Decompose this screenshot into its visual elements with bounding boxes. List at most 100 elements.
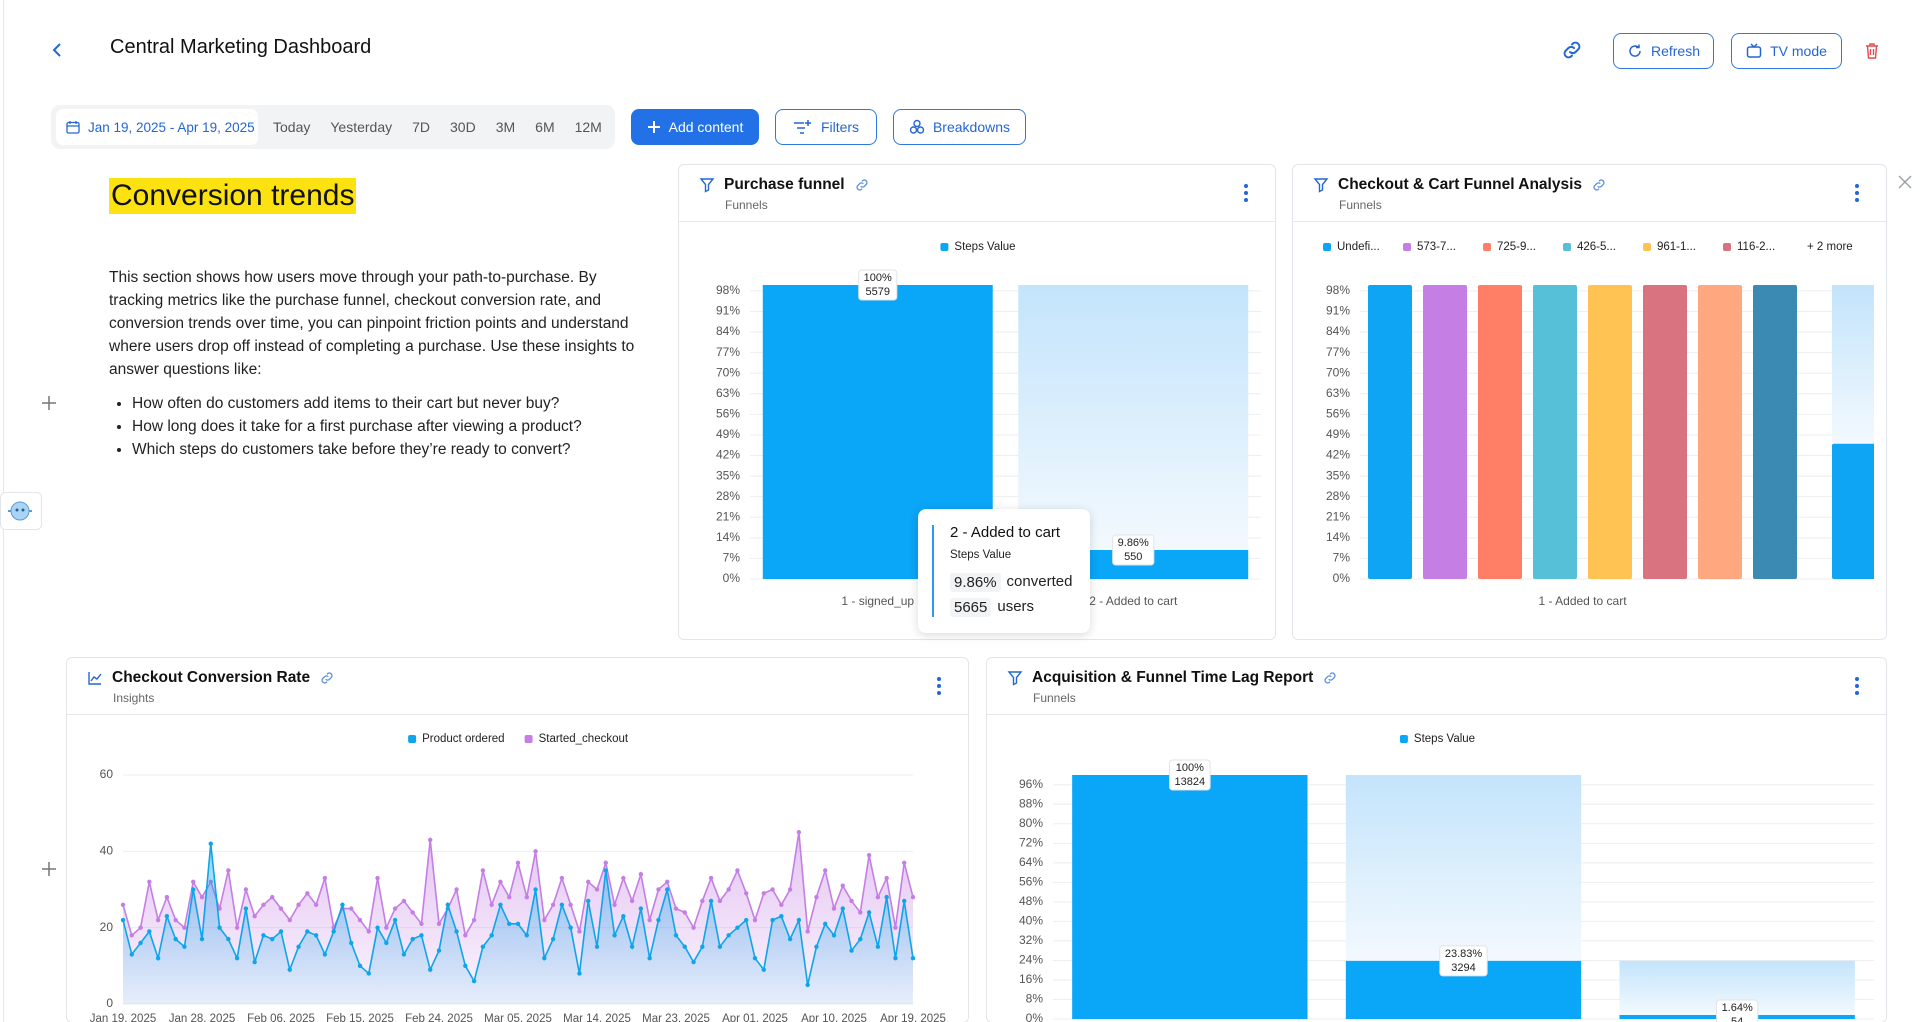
dashboard-title: Central Marketing Dashboard: [110, 36, 372, 58]
point: [612, 902, 617, 907]
y-tick-label: 63%: [1326, 386, 1350, 400]
range-option[interactable]: 30D: [450, 119, 476, 135]
panel-menu[interactable]: [1854, 676, 1860, 696]
point: [796, 830, 802, 835]
range-option[interactable]: 7D: [412, 119, 431, 135]
y-tick-label: 35%: [1326, 468, 1350, 482]
point: [489, 933, 494, 938]
funnel-icon: [1313, 178, 1329, 193]
point: [761, 967, 766, 972]
x-tick-label: Feb 15, 2025: [326, 1013, 394, 1022]
text-card-heading: Conversion trends: [109, 178, 357, 214]
add-content-button[interactable]: Add content: [631, 109, 759, 145]
point: [700, 898, 705, 904]
y-tick-label: 49%: [1326, 427, 1350, 441]
share-link[interactable]: [1560, 38, 1584, 62]
chart: 0% 8% 16% 24% 32% 40% 48% 56% 64% 72% 80% 88% 96% Ste…: [1019, 733, 1874, 1022]
legend-label: Started_checkout: [539, 733, 629, 745]
point: [454, 887, 459, 892]
y-tick-label: 7%: [1333, 551, 1351, 565]
tv-mode-button[interactable]: TV mode: [1731, 33, 1842, 69]
y-tick-label: 42%: [1326, 448, 1350, 462]
point: [313, 902, 319, 907]
range-option[interactable]: Today: [273, 119, 311, 135]
point: [428, 967, 433, 972]
tooltip-rate-text: converted: [1006, 573, 1073, 590]
range-option[interactable]: 3M: [495, 119, 516, 135]
assistant-button[interactable]: [0, 492, 42, 530]
bar: [1345, 960, 1582, 1019]
point: [761, 891, 766, 896]
panel-menu[interactable]: [1854, 183, 1860, 203]
point: [138, 925, 143, 930]
refresh-icon: [1629, 44, 1641, 57]
point: [419, 921, 424, 927]
close-button[interactable]: [1897, 174, 1913, 190]
tv-mode-label: TV mode: [1770, 43, 1827, 59]
tooltip-rate: 9.86%: [950, 573, 1001, 592]
panel-menu[interactable]: [1243, 183, 1249, 203]
range-option[interactable]: 12M: [574, 119, 602, 135]
legend-label: Product ordered: [422, 733, 504, 745]
panel-divider: [67, 714, 968, 715]
panel-header: Purchase funnel: [699, 175, 870, 195]
tooltip-users: 5665: [950, 598, 992, 617]
link-icon[interactable]: [319, 670, 335, 686]
bar: [1698, 285, 1742, 579]
quick-ranges: Today Yesterday 7D 30D 3M 6M 12M: [273, 105, 602, 149]
back-button[interactable]: [50, 42, 66, 58]
link-icon[interactable]: [1591, 177, 1607, 193]
point: [129, 933, 134, 938]
link-icon[interactable]: [1322, 670, 1338, 686]
link-icon[interactable]: [854, 177, 870, 193]
point: [410, 910, 415, 915]
breakdowns-button[interactable]: Breakdowns: [893, 109, 1026, 145]
legend-label: Steps Value: [954, 241, 1015, 253]
date-range-chip[interactable]: Jan 19, 2025 - Apr 19, 2025: [56, 109, 258, 145]
point: [638, 872, 644, 877]
point: [173, 917, 178, 923]
add-row-button[interactable]: [41, 861, 57, 877]
chart: 0% 7% 14% 21% 28% 35% 42% 49% 56% 63% 70% 77% 84% 91%…: [1323, 241, 1874, 608]
panel-menu[interactable]: [936, 676, 942, 696]
point: [436, 921, 442, 927]
bar: [1368, 285, 1412, 579]
plus-icon: [647, 121, 660, 133]
point: [814, 894, 819, 900]
funnel-icon: [1007, 671, 1023, 686]
point: [533, 887, 538, 892]
point: [349, 940, 354, 946]
point: [480, 868, 486, 873]
refresh-button[interactable]: Refresh: [1613, 33, 1714, 69]
point: [638, 906, 644, 911]
range-option[interactable]: 6M: [535, 119, 555, 135]
point: [814, 944, 819, 949]
bullet: Which steps do customers take before the…: [132, 438, 672, 461]
delete-button[interactable]: [1864, 42, 1880, 60]
point: [129, 952, 134, 957]
line: [122, 832, 914, 938]
point: [296, 902, 301, 907]
y-tick-label: 70%: [716, 365, 740, 379]
panel-title: Purchase funnel: [724, 176, 845, 193]
point: [296, 944, 301, 949]
point: [629, 898, 635, 904]
point: [498, 902, 503, 907]
y-tick-label: 14%: [716, 530, 740, 544]
point: [577, 971, 582, 976]
point: [629, 944, 635, 949]
funnel-icon: [699, 178, 715, 193]
add-row-button[interactable]: [41, 395, 57, 411]
y-tick-label: 0%: [1026, 1011, 1044, 1022]
point: [568, 925, 573, 930]
range-option[interactable]: Yesterday: [330, 119, 393, 135]
point: [208, 841, 213, 846]
panel-header: Checkout Conversion Rate: [87, 668, 335, 688]
point: [858, 910, 863, 915]
point: [858, 936, 863, 942]
point: [665, 879, 670, 885]
point: [594, 887, 600, 892]
point: [840, 883, 845, 888]
filters-button[interactable]: Filters: [775, 109, 877, 145]
point: [550, 936, 556, 942]
